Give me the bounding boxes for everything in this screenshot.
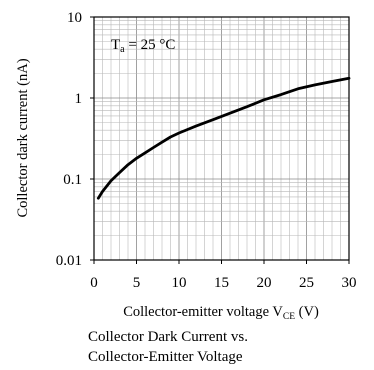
x-tick-label: 25 [299,275,314,291]
x-tick-label: 5 [133,275,141,291]
caption-line-1: Collector Dark Current vs. [88,329,248,345]
series-layer [96,76,351,200]
x-axis-title-main: Collector-emitter voltage V [123,304,283,320]
y-tick-label: 10 [67,10,82,26]
tick-layer: 0 5 10 15 20 25 30 0.01 0.1 1 10 [56,10,357,291]
x-axis-title-unit: (V) [295,304,319,320]
x-tick-label: 10 [172,275,187,291]
x-tick-label: 20 [257,275,272,291]
annotation-subscript: a [120,44,125,55]
annotation-temperature: Ta = 25 °C [111,37,175,55]
series-line-0 [96,76,351,200]
caption-line-2: Collector-Emitter Voltage [88,349,243,365]
x-tick-label: 30 [342,275,357,291]
x-axis-title-subscript: CE [283,312,295,322]
x-axis-title: Collector-emitter voltage VCE (V) [123,304,319,322]
y-tick-label: 0.01 [56,253,82,269]
y-axis-title: Collector dark current (nA) [15,58,31,217]
x-tick-label: 0 [90,275,98,291]
svg-text:Ta = 25 °C: Ta = 25 °C [111,37,175,55]
annotation-value: = 25 °C [125,37,176,53]
grid [94,17,349,260]
y-tick-label: 1 [75,91,83,107]
x-tick-label: 15 [214,275,229,291]
annotation-symbol: T [111,37,120,53]
y-tick-label: 0.1 [63,172,82,188]
